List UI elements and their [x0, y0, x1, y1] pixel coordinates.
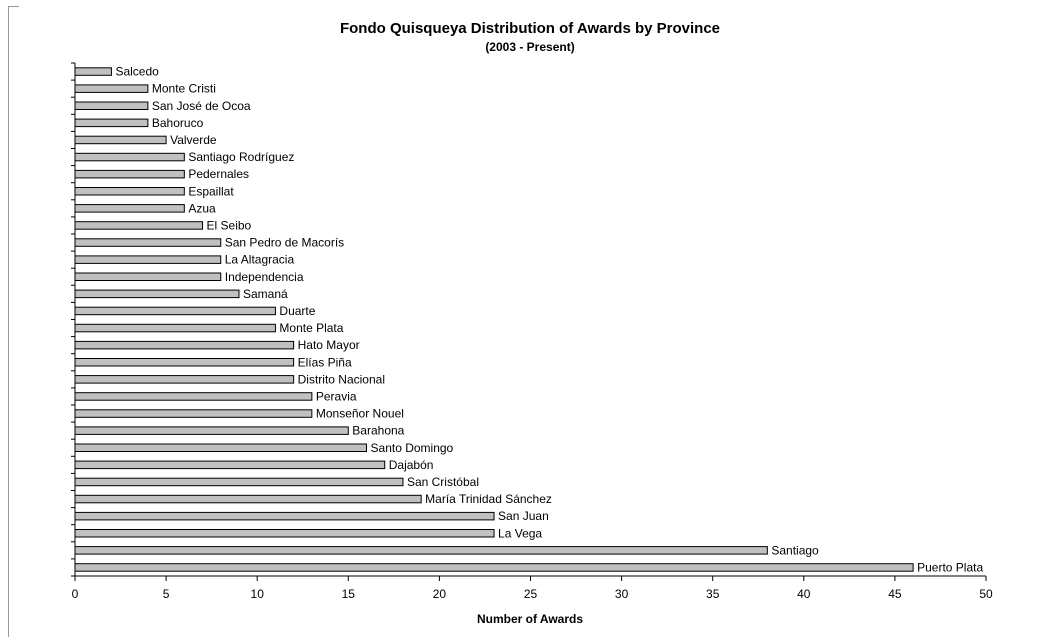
bar: [75, 393, 312, 401]
bar: [75, 324, 275, 332]
x-tick-label: 35: [706, 587, 720, 601]
bar-label: Distrito Nacional: [298, 372, 385, 386]
bar: [75, 239, 221, 247]
bar-label: Santiago Rodríguez: [188, 150, 294, 164]
x-tick-label: 25: [524, 587, 538, 601]
bar: [75, 307, 275, 315]
bar: [75, 119, 148, 127]
bar-label: Dajabón: [389, 458, 434, 472]
bar-label: Monte Plata: [279, 321, 343, 335]
y-axis-ticks: [71, 63, 75, 576]
x-tick-label: 15: [342, 587, 356, 601]
bar: [75, 290, 239, 298]
bar-label: Hato Mayor: [298, 338, 360, 352]
bar: [75, 188, 184, 196]
bar-label: Peravia: [316, 389, 357, 403]
bar: [75, 222, 203, 230]
bar: [75, 256, 221, 264]
bar-label: Salcedo: [115, 65, 159, 79]
bar-label: Samaná: [243, 287, 288, 301]
x-tick-label: 20: [433, 587, 447, 601]
bar: [75, 273, 221, 281]
bar-label: Santo Domingo: [371, 441, 454, 455]
x-tick-label: 45: [888, 587, 902, 601]
bar: [75, 530, 494, 538]
bar-label: San Pedro de Macorís: [225, 236, 344, 250]
x-axis-ticks: 0 5 10 15 20 25 30 35 40 45 50: [72, 576, 993, 601]
x-axis-label: Number of Awards: [0, 612, 1044, 626]
bar-label: Barahona: [352, 424, 404, 438]
bar-label: Puerto Plata: [917, 560, 983, 574]
bar: [75, 410, 312, 418]
bar: [75, 205, 184, 213]
bar: [75, 341, 294, 349]
bar-label: Pedernales: [188, 167, 249, 181]
bar-label: Azua: [188, 201, 216, 215]
bar-label: San Cristóbal: [407, 475, 479, 489]
bar-label: San José de Ocoa: [152, 99, 251, 113]
bar-label: La Vega: [498, 526, 542, 540]
bar: [75, 170, 184, 178]
bar: [75, 359, 294, 367]
x-tick-label: 50: [979, 587, 993, 601]
bar: [75, 512, 494, 520]
bar: [75, 102, 148, 110]
bar-label: El Seibo: [207, 218, 252, 232]
bar: [75, 427, 348, 435]
bar-label: Valverde: [170, 133, 217, 147]
bar: [75, 68, 111, 76]
bar: [75, 564, 913, 572]
bar: [75, 376, 294, 384]
x-tick-label: 0: [72, 587, 79, 601]
bar-label: Monseñor Nouel: [316, 407, 404, 421]
bar-label: Bahoruco: [152, 116, 204, 130]
x-tick-label: 5: [163, 587, 170, 601]
x-tick-label: 30: [615, 587, 629, 601]
bar-label: Elías Piña: [298, 355, 352, 369]
bar-label: Duarte: [279, 304, 315, 318]
bar-label: La Altagracia: [225, 253, 295, 267]
bar: [75, 495, 421, 503]
bar: [75, 444, 367, 452]
bar-label: Espaillat: [188, 184, 234, 198]
bar-label: Monte Cristi: [152, 82, 216, 96]
bar: [75, 478, 403, 486]
bar: [75, 136, 166, 144]
bar: [75, 461, 385, 469]
x-tick-label: 10: [251, 587, 265, 601]
bar-label: María Trinidad Sánchez: [425, 492, 552, 506]
bar: [75, 153, 184, 161]
x-tick-label: 40: [797, 587, 811, 601]
bar: [75, 547, 767, 555]
bar-label: San Juan: [498, 509, 549, 523]
bar-label: Santiago: [771, 543, 819, 557]
bar: [75, 85, 148, 93]
bar-label: Independencia: [225, 270, 304, 284]
